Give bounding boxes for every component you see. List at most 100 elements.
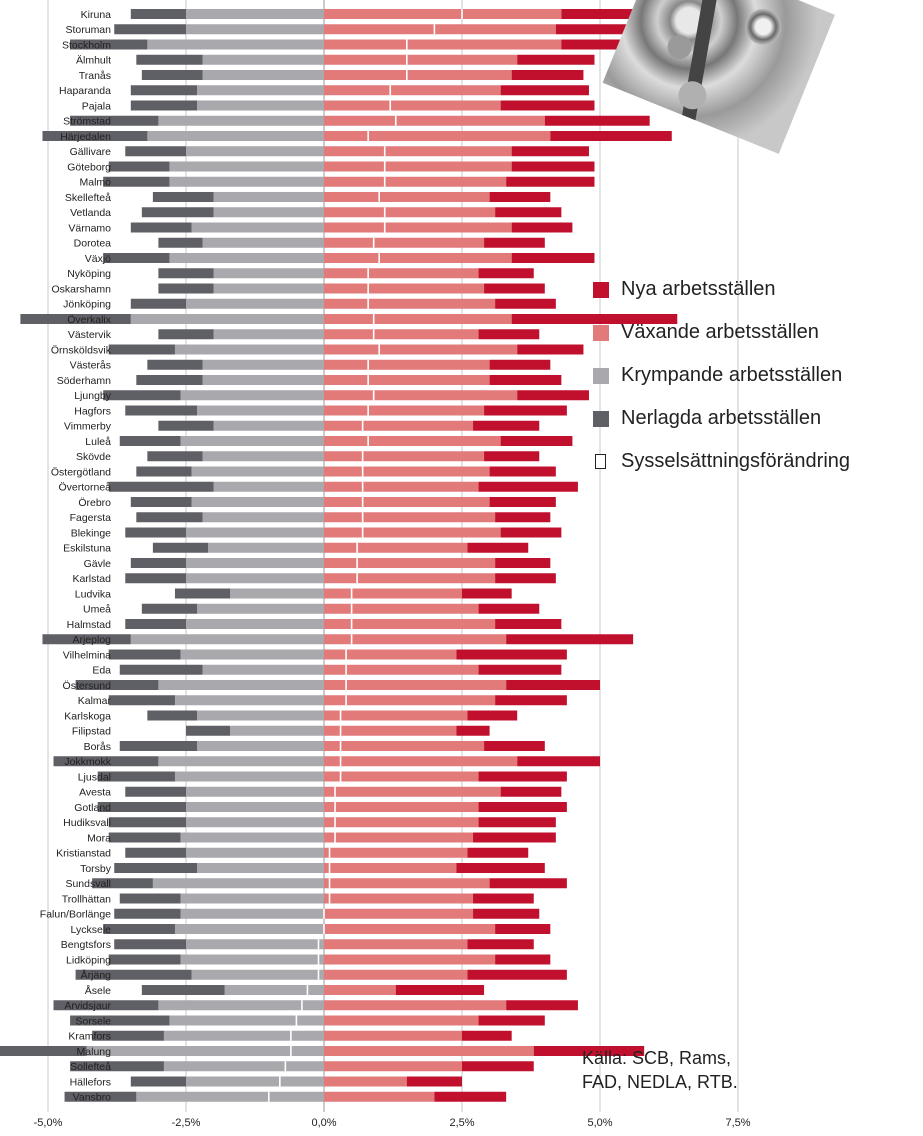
category-label: Blekinge [71,527,111,539]
legend-item-nerlagda: Nerlagda arbetsställen [593,397,850,440]
legend-item-krympande: Krympande arbetsställen [593,354,850,397]
bar-krympande [169,161,324,172]
bar-vaxande [324,451,485,462]
category-label: Gotland [74,802,111,814]
bar-nerlagda [70,115,159,126]
bar-nerlagda [136,512,203,523]
category-label: Örnsköldsvik [51,344,112,356]
bar-nerlagda [125,619,186,629]
category-label: Överkalix [67,314,112,326]
category-label: Vimmerby [64,421,112,433]
bar-vaxande [324,619,496,629]
bar-vaxande [324,420,474,431]
bar-vaxande [324,329,479,340]
bar-nerlagda [125,405,198,416]
bar-krympande [202,70,324,80]
legend-label: Växande arbetsställen [621,321,819,343]
source-note: Källa: SCB, Rams, FAD, NEDLA, RTB. [582,1046,738,1094]
category-label: Jokkmokk [64,756,111,768]
bar-vaxande [324,908,474,919]
bar-vaxande [324,161,512,172]
bar-krympande [230,588,324,599]
bar-vaxande [324,298,496,309]
bar-nya [478,1015,545,1026]
category-label: Bengtsfors [61,939,111,951]
bar-nya [478,329,540,340]
bar-krympande [186,573,324,584]
bar-krympande [158,1000,324,1011]
bar-nya [517,344,584,355]
bar-vaxande [324,9,562,19]
category-label: Malmö [79,177,111,189]
bar-nerlagda [114,863,198,873]
category-label: Hagfors [74,405,111,417]
category-label: Torsby [80,863,112,875]
bar-nya [473,893,534,904]
bar-krympande [197,710,324,721]
bar-nya [473,832,556,843]
bar-nya [506,176,595,187]
category-label: Ljungby [74,390,112,402]
bar-nerlagda [125,786,186,797]
bar-vaxande [324,39,562,50]
bar-vaxande [324,1015,479,1026]
bar-nerlagda [75,680,159,690]
bar-nerlagda [114,908,181,919]
legend-swatch [593,367,609,384]
bar-nerlagda [108,954,181,965]
bar-nya [500,436,573,446]
category-label: Borås [84,741,111,753]
bar-nerlagda [141,207,214,218]
bar-nerlagda [108,817,186,828]
bar-nerlagda [92,878,153,889]
category-label: Kramfors [68,1031,111,1043]
category-label: Arvidsjaur [64,1000,111,1012]
category-label: Malung [77,1046,112,1058]
bar-nerlagda [70,1061,164,1072]
bar-nerlagda [108,481,214,492]
bar-nya [506,634,634,645]
bar-vaxande [324,710,468,721]
bar-nya [467,847,529,858]
bar-nya [462,588,512,599]
bar-vaxande [324,1046,534,1056]
bar-krympande [186,939,324,950]
bar-nerlagda [119,893,181,904]
bar-krympande [174,771,324,782]
bar-krympande [180,954,324,965]
bar-krympande [180,649,324,660]
bar-krympande [202,54,324,65]
bar-vaxande [324,893,474,904]
bar-nerlagda [130,222,192,233]
category-label: Kalmar [78,695,112,707]
bar-nerlagda [114,939,186,950]
bar-nerlagda [103,176,170,187]
bar-nya [456,649,567,660]
bar-nerlagda [97,771,175,782]
bar-vaxande [324,192,490,202]
category-label: Filipstad [72,726,111,738]
bar-krympande [180,893,324,904]
category-label: Haparanda [59,85,111,97]
bar-nya [478,802,567,812]
bar-nerlagda [108,832,181,843]
x-tick-label: 2,5% [449,1117,474,1129]
category-label: Falun/Borlänge [40,909,111,921]
category-label: Stockholm [62,39,111,51]
bar-krympande [158,756,324,767]
bar-vaxande [324,771,479,782]
bar-nerlagda [108,695,175,706]
bar-vaxande [324,939,468,950]
bar-nerlagda [125,146,186,157]
bar-vaxande [324,847,468,858]
category-label: Sundsvall [65,878,111,890]
bar-krympande [197,863,324,873]
bar-nerlagda [0,1046,87,1056]
bar-vaxande [324,1000,507,1011]
bar-krympande [130,634,324,645]
bar-krympande [158,680,324,690]
bar-krympande [197,85,324,96]
bar-vaxande [324,85,501,96]
bar-krympande [191,222,324,233]
